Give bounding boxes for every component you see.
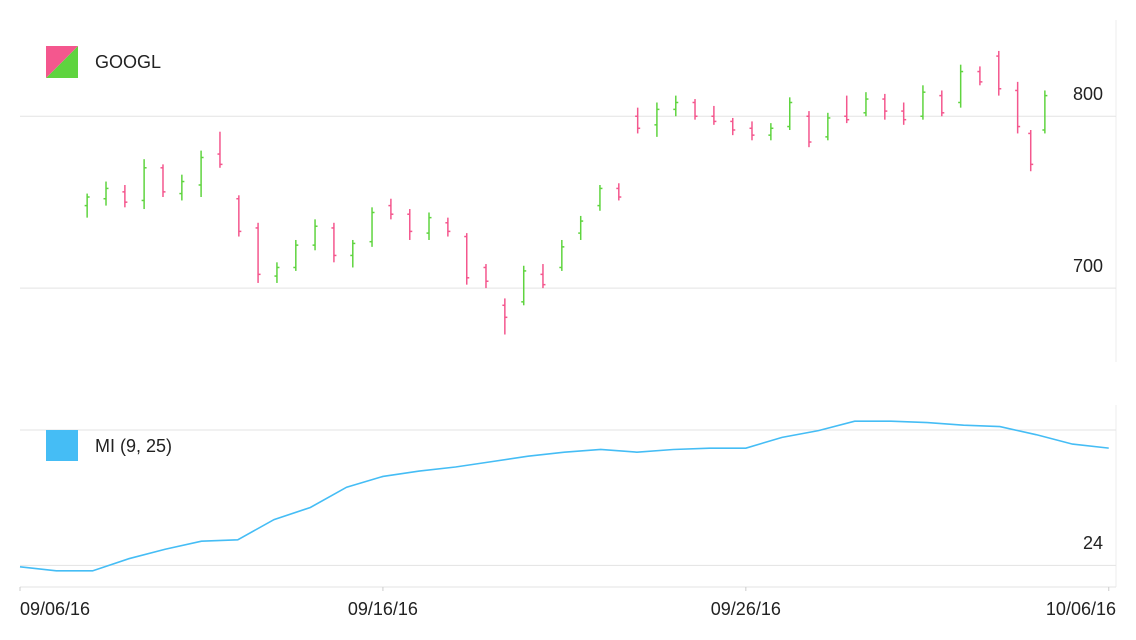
legend-label: GOOGL [95, 52, 161, 72]
legend-label: MI (9, 25) [95, 436, 172, 456]
x-tick-label: 09/26/16 [711, 599, 781, 619]
legend-swatch [46, 46, 78, 78]
y-tick-label: 800 [1073, 84, 1103, 104]
x-tick-label: 09/06/16 [20, 599, 90, 619]
x-tick-label: 09/16/16 [348, 599, 418, 619]
legend-swatch [46, 430, 78, 461]
y-tick-label: 24 [1083, 533, 1103, 553]
x-tick-label: 10/06/16 [1046, 599, 1116, 619]
y-tick-label: 700 [1073, 256, 1103, 276]
mi-line [19, 420, 1109, 572]
